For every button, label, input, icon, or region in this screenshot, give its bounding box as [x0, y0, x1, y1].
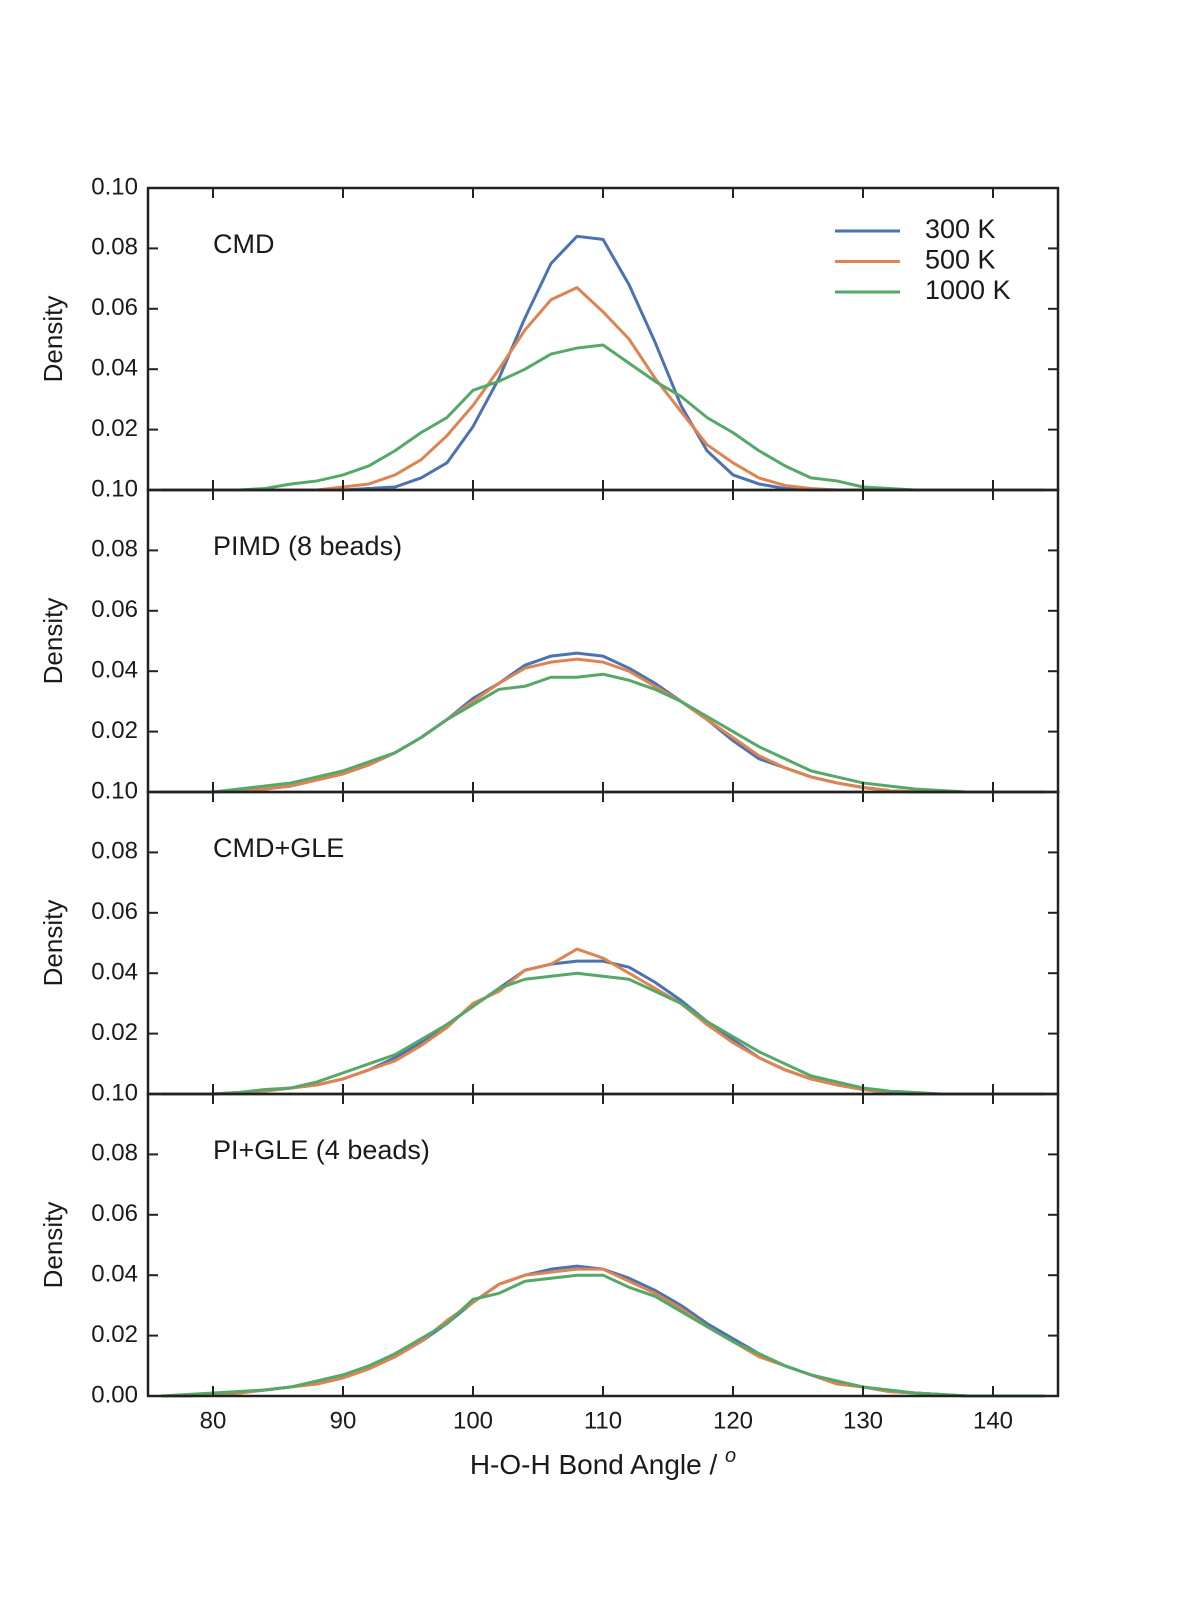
- x-tick-label: 140: [973, 1407, 1013, 1434]
- panel-label: PIMD (8 beads): [213, 531, 402, 561]
- data-line: [161, 657, 1045, 794]
- data-line: [161, 343, 1045, 492]
- x-axis-title-text: H-O-H Bond Angle /: [470, 1449, 725, 1480]
- y-tick-label: 0.02: [91, 415, 138, 442]
- y-tick-label: 0.04: [91, 959, 138, 986]
- plot-frame: [146, 186, 1060, 492]
- x-tick-label: 100: [453, 1407, 493, 1434]
- x-axis-title: H-O-H Bond Angle / o: [470, 1445, 736, 1480]
- y-tick-label: 0.08: [91, 838, 138, 865]
- y-tick-label: 0.06: [91, 898, 138, 925]
- y-axis-title: Density: [38, 1202, 68, 1289]
- panel-label: CMD: [213, 229, 275, 259]
- y-tick-label: 0.08: [91, 536, 138, 563]
- y-axis-title: Density: [38, 900, 68, 987]
- y-tick-label: 0.04: [91, 657, 138, 684]
- data-line: [160, 1273, 1045, 1398]
- data-line: [161, 1264, 1045, 1398]
- data-line: [161, 1267, 1045, 1398]
- plot-frame: [146, 1092, 1060, 1398]
- y-tick-label: 0.08: [91, 234, 138, 261]
- x-tick-label: 90: [330, 1407, 357, 1434]
- x-axis-unit: o: [725, 1445, 736, 1467]
- y-tick-label: 0.02: [91, 1321, 138, 1348]
- y-axis-title: Density: [38, 296, 68, 383]
- y-tick-label: 0.10: [91, 1079, 138, 1106]
- y-tick-label: 0.08: [91, 1140, 138, 1167]
- y-tick-label: 0.10: [91, 777, 138, 804]
- x-tick-label: 110: [584, 1407, 622, 1434]
- y-tick-label: 0.06: [91, 294, 138, 321]
- y-tick-label: 0.02: [91, 717, 138, 744]
- y-tick-label: 0.04: [91, 1261, 138, 1288]
- x-tick-label: 80: [200, 1407, 227, 1434]
- data-line: [161, 672, 1045, 794]
- legend-label: 500 K: [925, 245, 996, 275]
- legend-label: 1000 K: [925, 275, 1011, 305]
- y-tick-label: 0.00: [91, 1381, 138, 1408]
- y-tick-label: 0.06: [91, 596, 138, 623]
- y-tick-label: 0.06: [91, 1200, 138, 1227]
- y-tick-label: 0.10: [91, 173, 138, 200]
- x-tick-label: 130: [843, 1407, 883, 1434]
- y-axis-title: Density: [38, 598, 68, 685]
- y-tick-label: 0.04: [91, 355, 138, 382]
- data-line: [161, 959, 1045, 1096]
- legend-label: 300 K: [925, 214, 996, 244]
- data-line: [161, 234, 1045, 492]
- panel-label: CMD+GLE: [213, 833, 344, 863]
- data-line: [161, 971, 1045, 1096]
- data-line: [161, 286, 1045, 492]
- y-tick-label: 0.10: [91, 475, 138, 502]
- data-line: [161, 947, 1045, 1096]
- panel-label: PI+GLE (4 beads): [213, 1135, 430, 1165]
- x-tick-label: 120: [713, 1407, 753, 1434]
- y-tick-label: 0.02: [91, 1019, 138, 1046]
